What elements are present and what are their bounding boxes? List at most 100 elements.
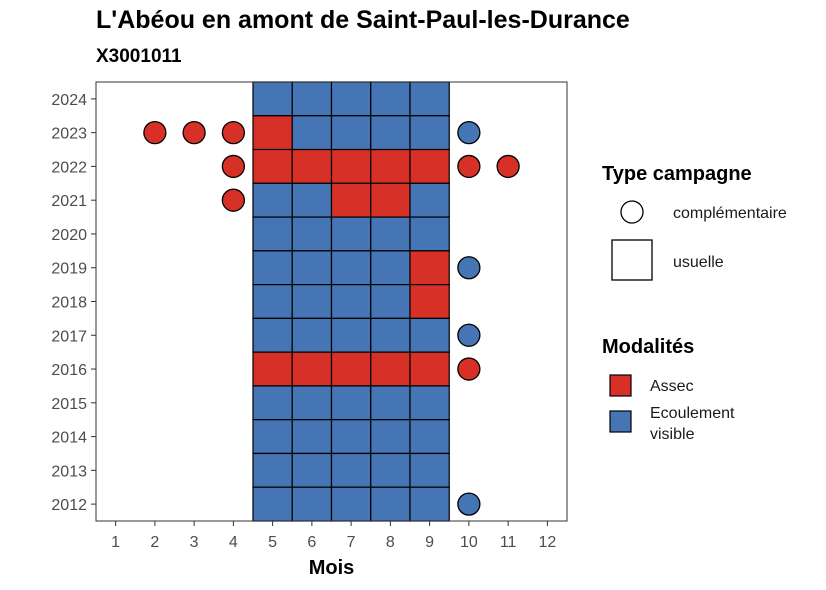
tile-2012-6 xyxy=(291,486,333,522)
y-tick-label-2024: 2024 xyxy=(51,92,87,109)
point-2022-11 xyxy=(496,154,520,179)
point-2016-10 xyxy=(457,357,481,381)
tile-2024-8 xyxy=(370,81,411,117)
tile-2020-6 xyxy=(291,216,333,252)
legend-key-assec xyxy=(609,374,632,397)
tile-2020-8 xyxy=(370,216,411,252)
tile-2019-6 xyxy=(291,250,333,286)
y-tick-label-2016: 2016 xyxy=(51,362,87,379)
tile-2019-8 xyxy=(370,250,411,286)
legend-key-square xyxy=(611,239,653,281)
tile-2022-9 xyxy=(409,148,450,184)
tile-2021-5 xyxy=(252,182,293,218)
point-2023-2 xyxy=(143,121,167,145)
x-tick-label-10: 10 xyxy=(460,534,478,551)
tile-2015-7 xyxy=(330,385,372,421)
point-2023-3 xyxy=(182,121,206,145)
tile-2018-9 xyxy=(409,284,450,319)
x-axis-title: Mois xyxy=(309,557,355,579)
tile-2013-9 xyxy=(409,452,450,488)
y-tick-label-2015: 2015 xyxy=(51,396,87,413)
tile-2016-9 xyxy=(409,351,450,387)
tile-2023-8 xyxy=(370,115,411,151)
tile-2024-5 xyxy=(252,81,293,117)
tile-2016-8 xyxy=(370,351,411,387)
x-tick-label-3: 3 xyxy=(190,534,199,551)
x-tick-label-5: 5 xyxy=(268,534,277,551)
tile-2017-6 xyxy=(291,317,333,353)
tile-2023-7 xyxy=(330,115,372,151)
point-2022-4 xyxy=(221,154,246,179)
tile-2012-5 xyxy=(252,486,293,522)
legend-label-ecoulement-line-2: visible xyxy=(650,426,695,443)
chart-subtitle: X3001011 xyxy=(96,46,182,67)
tile-2021-6 xyxy=(291,182,333,218)
tile-2022-6 xyxy=(291,148,333,184)
legend-modalites-title: Modalités xyxy=(602,336,694,358)
tile-2021-7 xyxy=(330,182,372,218)
x-tick-label-2: 2 xyxy=(150,534,159,551)
y-tick-label-2014: 2014 xyxy=(51,430,87,447)
tile-2021-8 xyxy=(370,182,411,218)
tile-2014-9 xyxy=(409,419,450,455)
y-tick-label-2012: 2012 xyxy=(51,497,87,514)
y-tick-label-2020: 2020 xyxy=(51,227,87,244)
tile-2019-7 xyxy=(330,250,372,286)
y-tick-label-2013: 2013 xyxy=(51,463,87,480)
tile-2014-6 xyxy=(291,419,333,455)
tile-2015-5 xyxy=(252,385,293,421)
point-2022-10 xyxy=(457,154,481,179)
tile-2023-5 xyxy=(252,115,293,151)
point-2023-4 xyxy=(221,121,246,145)
x-tick-label-1: 1 xyxy=(111,534,120,551)
tile-2022-5 xyxy=(252,148,293,184)
tile-2020-5 xyxy=(252,216,293,252)
point-2017-10 xyxy=(457,323,481,347)
tile-2023-6 xyxy=(291,115,333,151)
legend-type-title: Type campagne xyxy=(602,163,752,185)
legend-key-circle xyxy=(620,200,644,224)
tile-2013-7 xyxy=(330,452,372,488)
tile-2019-5 xyxy=(252,250,293,286)
tile-2024-6 xyxy=(291,81,333,117)
y-tick-label-2017: 2017 xyxy=(51,328,87,345)
legend-label-usuelle: usuelle xyxy=(673,254,724,271)
tile-2019-9 xyxy=(409,250,450,286)
tile-2017-5 xyxy=(252,317,293,353)
tile-2013-8 xyxy=(370,452,411,488)
tile-2014-7 xyxy=(330,419,372,455)
x-tick-label-8: 8 xyxy=(386,534,395,551)
tile-2020-7 xyxy=(330,216,372,252)
legend-label-complementaire: complémentaire xyxy=(673,205,787,222)
point-2021-4 xyxy=(221,188,246,212)
tile-2017-8 xyxy=(370,317,411,353)
tile-2014-8 xyxy=(370,419,411,455)
tile-2016-5 xyxy=(252,351,293,387)
tile-2017-7 xyxy=(330,317,372,353)
tile-2012-8 xyxy=(370,486,411,522)
tile-2014-5 xyxy=(252,419,293,455)
legend-label-ecoulement: Ecoulement visible xyxy=(650,405,735,443)
tile-2015-8 xyxy=(370,385,411,421)
chart-title: L'Abéou en amont de Saint-Paul-les-Duran… xyxy=(96,6,630,34)
tile-2018-6 xyxy=(291,284,333,319)
x-tick-label-9: 9 xyxy=(425,534,434,551)
tile-2016-7 xyxy=(330,351,372,387)
x-tick-label-4: 4 xyxy=(229,534,238,551)
tile-2013-5 xyxy=(252,452,293,488)
point-2019-10 xyxy=(457,256,481,280)
y-tick-label-2022: 2022 xyxy=(51,159,87,176)
tile-2024-9 xyxy=(409,81,450,117)
x-tick-label-11: 11 xyxy=(500,534,517,551)
legend-key-ecoulement xyxy=(609,410,632,433)
point-2012-10 xyxy=(457,492,481,516)
x-tick-label-7: 7 xyxy=(347,534,356,551)
tile-2012-9 xyxy=(409,486,450,522)
tile-2015-6 xyxy=(291,385,333,421)
x-tick-label-12: 12 xyxy=(538,534,556,551)
tile-2023-9 xyxy=(409,115,450,151)
x-tick-label-6: 6 xyxy=(307,534,316,551)
tile-2012-7 xyxy=(330,486,372,522)
